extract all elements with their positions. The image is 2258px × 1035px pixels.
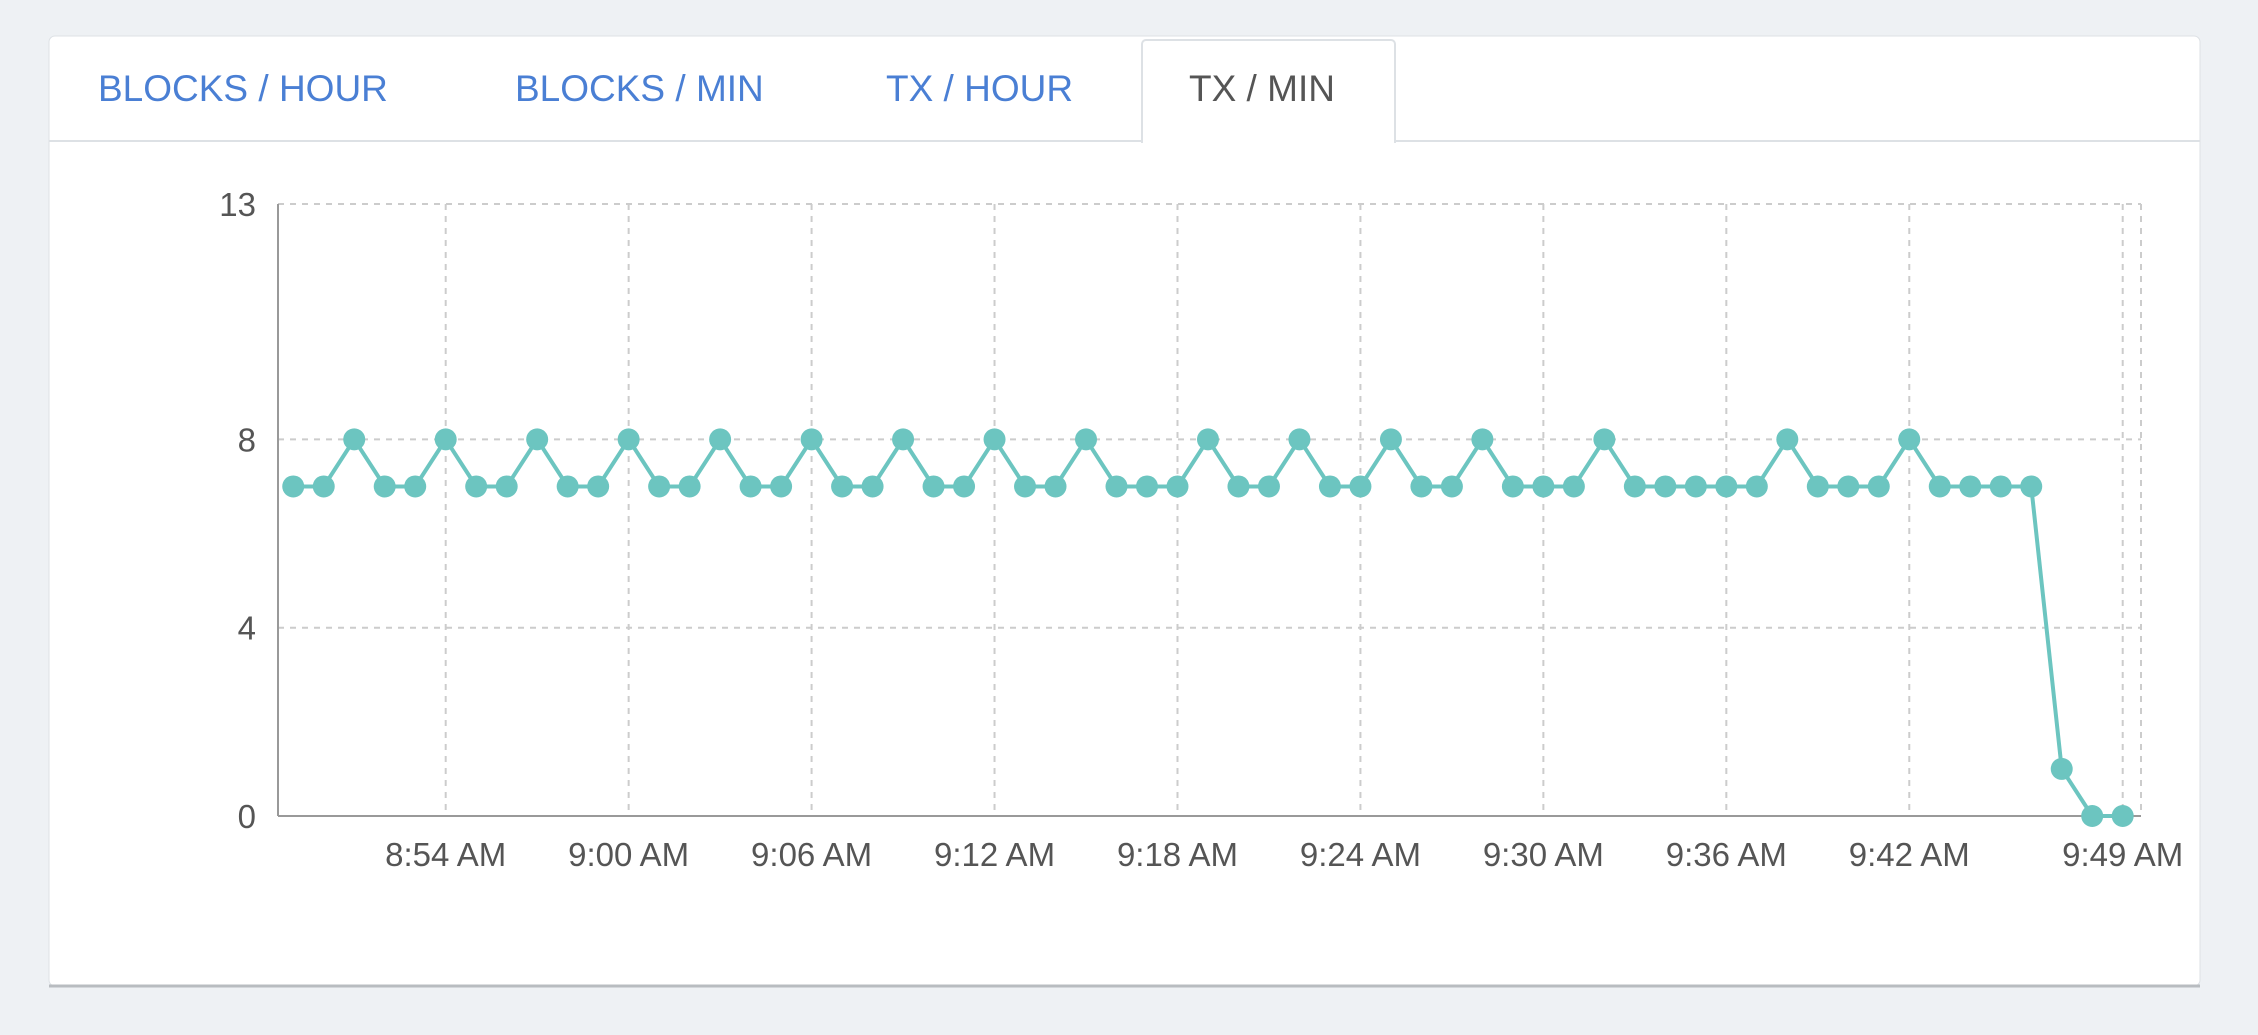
- data-point: [2020, 475, 2043, 498]
- data-point: [831, 475, 854, 498]
- y-tick-label: 13: [219, 186, 256, 223]
- data-point: [1867, 475, 1890, 498]
- data-point: [1715, 475, 1738, 498]
- data-point: [1135, 475, 1158, 498]
- data-point: [556, 475, 579, 498]
- data-point: [2081, 805, 2104, 827]
- data-point: [1989, 475, 2012, 498]
- data-point: [1105, 475, 1128, 498]
- data-point: [861, 475, 884, 498]
- x-tick-label: 9:18 AM: [1117, 836, 1238, 873]
- data-point: [282, 475, 305, 498]
- data-point: [1471, 428, 1494, 451]
- data-point: [465, 475, 488, 498]
- data-point: [1075, 428, 1098, 451]
- x-tick-label: 9:30 AM: [1483, 836, 1604, 873]
- data-point: [770, 475, 793, 498]
- data-point: [1410, 475, 1433, 498]
- data-point: [373, 475, 396, 498]
- data-point: [1623, 475, 1646, 498]
- y-tick-label: 4: [238, 610, 256, 647]
- data-point: [1288, 428, 1311, 451]
- data-point: [800, 428, 823, 451]
- x-tick-label: 9:36 AM: [1666, 836, 1787, 873]
- data-point: [1227, 475, 1250, 498]
- data-point: [1806, 475, 1829, 498]
- data-point: [1928, 475, 1951, 498]
- x-tick-label: 9:49 AM: [2062, 836, 2183, 873]
- data-point: [1440, 475, 1463, 498]
- data-point: [1196, 428, 1219, 451]
- data-point: [1501, 475, 1524, 498]
- data-point: [1654, 475, 1677, 498]
- data-point: [1349, 475, 1372, 498]
- data-point: [1166, 475, 1189, 498]
- tab-label[interactable]: TX / MIN: [1189, 68, 1335, 109]
- data-point: [1684, 475, 1707, 498]
- data-point: [434, 428, 457, 451]
- data-point: [2111, 805, 2134, 827]
- tab-label[interactable]: BLOCKS / HOUR: [98, 68, 388, 109]
- data-point: [1379, 428, 1402, 451]
- data-point: [343, 428, 366, 451]
- data-point: [495, 475, 518, 498]
- data-point: [1776, 428, 1799, 451]
- data-point: [526, 428, 549, 451]
- data-point: [1044, 475, 1067, 498]
- data-point: [1532, 475, 1555, 498]
- data-point: [1318, 475, 1341, 498]
- x-tick-label: 9:42 AM: [1849, 836, 1970, 873]
- data-point: [983, 428, 1006, 451]
- data-point: [1562, 475, 1585, 498]
- data-point: [922, 475, 945, 498]
- data-point: [404, 475, 427, 498]
- tab-label[interactable]: BLOCKS / MIN: [515, 68, 764, 109]
- x-tick-label: 8:54 AM: [385, 836, 506, 873]
- tab-label[interactable]: TX / HOUR: [886, 68, 1073, 109]
- x-tick-label: 9:12 AM: [934, 836, 1055, 873]
- active-tab: [1141, 39, 1396, 143]
- x-tick-label: 9:24 AM: [1300, 836, 1421, 873]
- data-point: [1593, 428, 1616, 451]
- y-tick-label: 0: [238, 798, 256, 835]
- data-point: [953, 475, 976, 498]
- data-point: [2050, 757, 2073, 780]
- y-tick-label: 8: [238, 421, 256, 458]
- data-point: [1837, 475, 1860, 498]
- data-point: [648, 475, 671, 498]
- data-point: [739, 475, 762, 498]
- x-tick-label: 9:00 AM: [568, 836, 689, 873]
- data-point: [312, 475, 335, 498]
- data-point: [1898, 428, 1921, 451]
- data-point: [1959, 475, 1982, 498]
- data-point: [617, 428, 640, 451]
- x-tick-label: 9:06 AM: [751, 836, 872, 873]
- data-point: [892, 428, 915, 451]
- data-point: [1745, 475, 1768, 498]
- data-point: [709, 428, 732, 451]
- data-point: [587, 475, 610, 498]
- data-point: [1014, 475, 1037, 498]
- data-point: [1257, 475, 1280, 498]
- data-point: [678, 475, 701, 498]
